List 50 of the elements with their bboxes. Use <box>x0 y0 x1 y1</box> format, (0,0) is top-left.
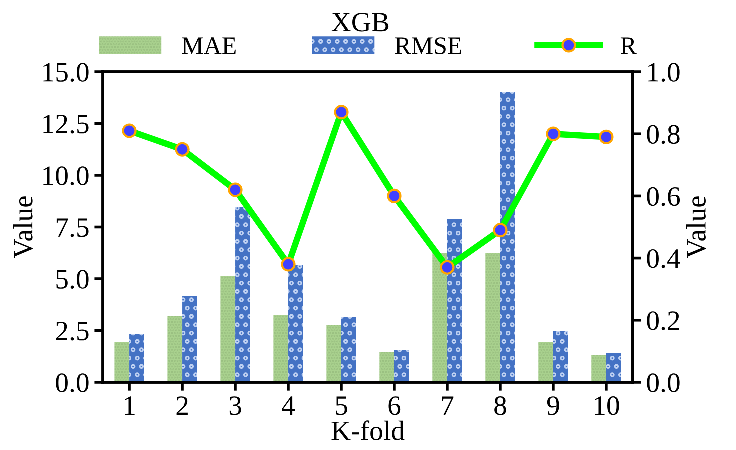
chart-title: XGB <box>332 13 389 32</box>
bar <box>114 342 130 382</box>
y-tick-label: 0.0 <box>56 374 89 393</box>
legend-label: R <box>620 38 637 54</box>
x-tick-label: 1 <box>125 396 135 415</box>
y2-tick-label: 1.0 <box>648 63 680 82</box>
y2-tick-label: 0.6 <box>647 187 680 206</box>
y2-tick-label: 0.8 <box>647 125 680 144</box>
bar <box>394 350 410 382</box>
bar <box>500 92 516 382</box>
x-tick-label: 10 <box>595 396 620 416</box>
bar <box>432 253 448 382</box>
y-axis-title: Value <box>13 196 33 259</box>
x-axis-title: K-fold <box>332 420 405 440</box>
x-tick-label: 9 <box>547 396 560 416</box>
x-tick-label: 8 <box>494 396 506 416</box>
bar <box>538 342 554 382</box>
x-tick-label: 4 <box>282 396 296 415</box>
bar <box>553 331 568 382</box>
bar <box>342 317 356 382</box>
y-tick-label: 2.5 <box>56 322 89 341</box>
bar <box>486 253 500 382</box>
bar <box>168 316 183 382</box>
y-tick-label: 10.0 <box>44 166 89 186</box>
y-tick-label: 12.5 <box>44 114 89 134</box>
bar <box>447 219 462 382</box>
bar <box>606 354 622 382</box>
bar <box>130 334 144 382</box>
bar <box>274 315 289 382</box>
x-tick-label: 7 <box>442 396 454 415</box>
bar <box>288 265 304 382</box>
y2-tick-label: 0.0 <box>647 374 680 393</box>
y-tick-label: 5.0 <box>56 270 89 290</box>
legend-label: RMSE <box>395 38 462 54</box>
y-tick-label: 15.0 <box>44 63 89 82</box>
y2-axis-title: Value <box>686 196 706 259</box>
bar <box>236 207 250 382</box>
y2-tick-label: 0.4 <box>647 249 680 268</box>
bar <box>182 296 198 382</box>
bar <box>592 355 606 382</box>
x-tick-label: 3 <box>230 396 242 416</box>
y2-tick-label: 0.2 <box>647 312 680 330</box>
x-tick-label: 2 <box>176 396 188 415</box>
bar <box>380 352 394 382</box>
x-tick-label: 5 <box>336 396 348 416</box>
legend-label: MAE <box>182 38 236 54</box>
y-tick-label: 7.5 <box>56 218 89 238</box>
bar <box>326 325 342 382</box>
bar <box>220 276 236 382</box>
x-tick-label: 6 <box>388 396 401 416</box>
